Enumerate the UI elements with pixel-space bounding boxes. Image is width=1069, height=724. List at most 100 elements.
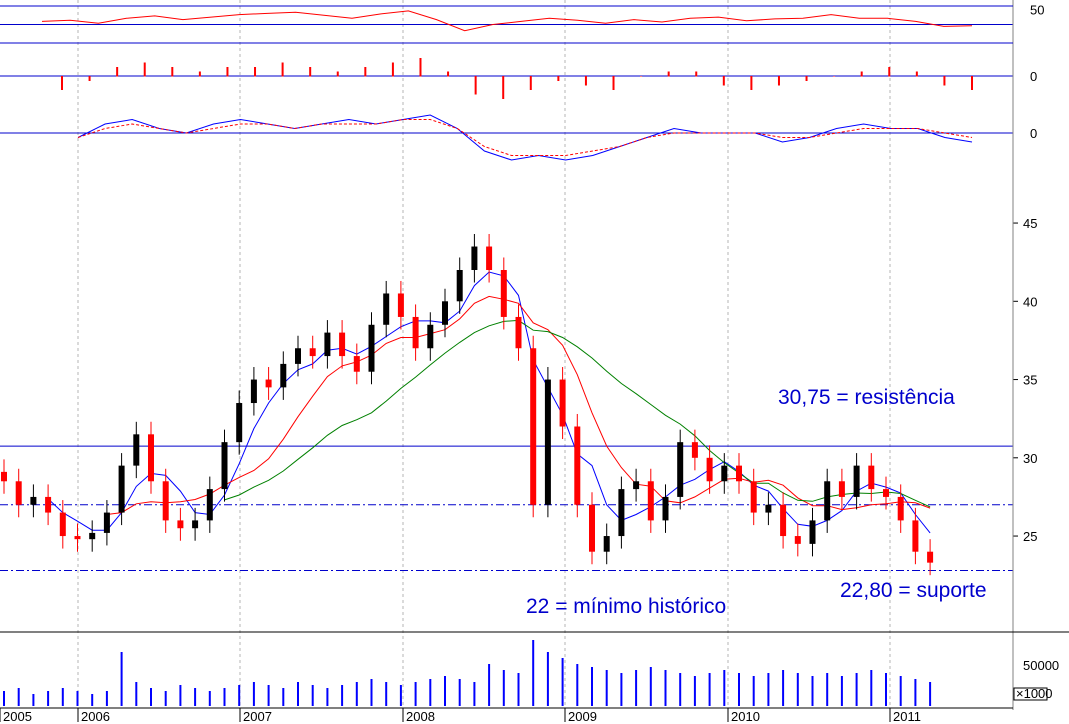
price-y-label: 35 bbox=[1023, 373, 1037, 388]
volume-bar bbox=[429, 679, 432, 706]
histogram-bar bbox=[364, 67, 367, 77]
volume-bar bbox=[399, 685, 402, 706]
grid-layer bbox=[0, 0, 1048, 722]
candle-body bbox=[339, 332, 346, 357]
volume-bar bbox=[458, 679, 461, 706]
volume-bar bbox=[164, 691, 167, 706]
candle-body bbox=[192, 520, 199, 529]
volume-bar bbox=[723, 670, 726, 706]
volume-bar bbox=[120, 652, 123, 706]
x-tick-label: 2006 bbox=[81, 709, 110, 724]
histogram-bar bbox=[391, 62, 394, 77]
candle-body bbox=[30, 496, 37, 505]
macd-line bbox=[77, 114, 973, 161]
volume-bar bbox=[693, 676, 696, 706]
candle-body bbox=[530, 348, 537, 505]
candle-body bbox=[559, 379, 566, 427]
histogram-bar bbox=[281, 62, 284, 77]
volume-bar bbox=[91, 694, 94, 706]
candle-body bbox=[295, 348, 301, 364]
candle-body bbox=[589, 504, 595, 552]
candle-body bbox=[456, 270, 463, 302]
candle-body bbox=[265, 379, 272, 388]
histogram-bar bbox=[750, 76, 753, 90]
histogram-bar bbox=[640, 76, 643, 77]
histogram-bar bbox=[61, 76, 63, 90]
moving-average-mid bbox=[106, 295, 931, 515]
volume-bar bbox=[488, 664, 491, 706]
volume-bar bbox=[679, 673, 682, 706]
histogram-bar bbox=[171, 67, 174, 77]
volume-bar bbox=[208, 691, 211, 706]
volume-bar bbox=[782, 670, 785, 706]
histogram-bar bbox=[502, 76, 505, 99]
candle-body bbox=[691, 442, 698, 458]
candle-body bbox=[89, 532, 96, 540]
volume-bar bbox=[105, 691, 108, 706]
candle-body bbox=[662, 496, 669, 521]
candle-body bbox=[324, 332, 331, 357]
volume-bar bbox=[252, 682, 255, 706]
candle-body bbox=[500, 270, 507, 317]
histogram-bar bbox=[529, 76, 532, 90]
x-tick-label: 2007 bbox=[243, 709, 272, 724]
oscillator-line bbox=[41, 10, 973, 32]
volume-bar bbox=[370, 679, 373, 706]
histogram-bar bbox=[419, 58, 422, 77]
histogram-bar bbox=[667, 71, 670, 77]
histogram-bar bbox=[143, 62, 146, 77]
volume-bar bbox=[870, 670, 873, 706]
candle-body bbox=[383, 293, 390, 325]
volume-bar bbox=[517, 673, 520, 706]
candle-body bbox=[162, 481, 169, 521]
candle-body bbox=[633, 481, 640, 490]
candle-body bbox=[221, 442, 228, 490]
histogram-bar bbox=[915, 71, 918, 77]
price-y-label: 40 bbox=[1023, 294, 1037, 309]
candle-body bbox=[1, 471, 7, 482]
volume-bar bbox=[708, 673, 711, 706]
volume-bar bbox=[223, 688, 226, 706]
volume-bar bbox=[752, 676, 755, 706]
candle-body bbox=[618, 489, 625, 537]
macd-signal-line bbox=[77, 119, 973, 156]
histogram-bar bbox=[198, 71, 201, 77]
candle-body bbox=[780, 504, 787, 537]
candle-body bbox=[853, 465, 860, 497]
macd-y-label: 0 bbox=[1030, 126, 1037, 141]
candle-body bbox=[206, 489, 213, 521]
volume-bar bbox=[267, 685, 270, 706]
volume-bar bbox=[282, 688, 285, 706]
volume-bar bbox=[341, 685, 344, 706]
candle-body bbox=[471, 246, 478, 270]
histogram-y-label: 0 bbox=[1030, 69, 1037, 84]
candle-body bbox=[677, 442, 684, 497]
historic-low-annotation: 22 = mínimo histórico bbox=[526, 595, 726, 618]
candle-body bbox=[897, 496, 904, 521]
volume-bar bbox=[532, 640, 535, 706]
volume-bar bbox=[17, 688, 20, 706]
moving-average-long bbox=[224, 319, 931, 508]
volume-bar bbox=[179, 685, 182, 706]
volume-bar bbox=[738, 673, 740, 706]
histogram-bar bbox=[805, 76, 808, 81]
volume-bar bbox=[811, 676, 814, 706]
candle-body bbox=[765, 504, 772, 513]
volume-bar bbox=[605, 670, 608, 706]
volume-bar bbox=[238, 685, 241, 706]
volume-bar bbox=[76, 691, 79, 706]
candle-body bbox=[177, 520, 184, 529]
volume-bar bbox=[61, 688, 64, 706]
candle-body bbox=[309, 348, 316, 357]
volume-bar bbox=[546, 652, 549, 706]
volume-bar bbox=[47, 691, 50, 706]
histogram-bar bbox=[447, 71, 450, 77]
x-tick-label: 2005 bbox=[3, 709, 32, 724]
candle-body bbox=[824, 481, 831, 521]
candle-body bbox=[118, 465, 125, 513]
volume-bar bbox=[444, 676, 446, 706]
histogram-bar bbox=[584, 76, 587, 86]
